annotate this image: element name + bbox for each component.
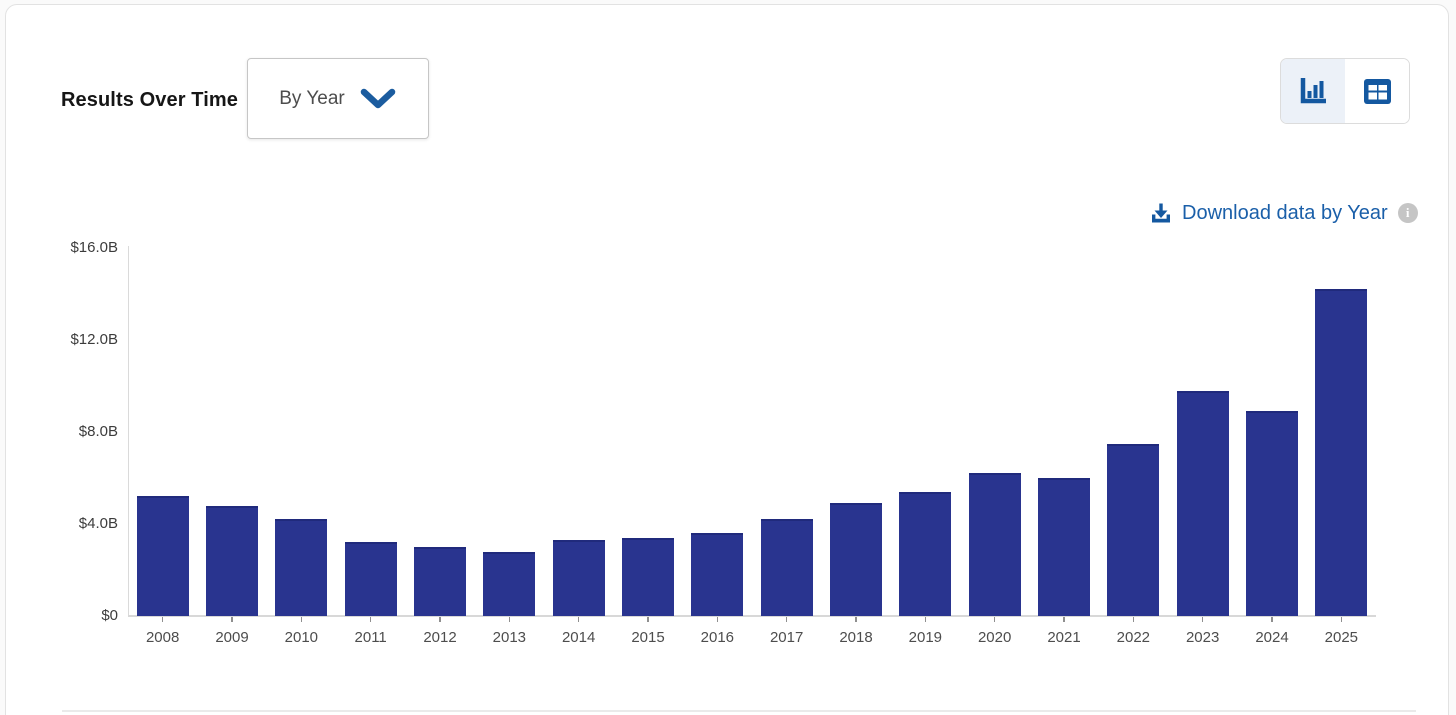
bar-2013[interactable] — [483, 551, 536, 616]
view-toggle-group — [1280, 58, 1410, 124]
table-view-button[interactable] — [1345, 59, 1409, 123]
bar-2019[interactable] — [899, 491, 952, 616]
section-divider — [62, 710, 1416, 712]
chart-view-button[interactable] — [1281, 59, 1345, 123]
bar-2021[interactable] — [1038, 478, 1090, 616]
bar-2011[interactable] — [344, 542, 397, 616]
bar-chart-icon — [1295, 73, 1331, 109]
bar-2020[interactable] — [968, 473, 1021, 616]
bar-2015[interactable] — [622, 537, 674, 616]
page-title: Results Over Time — [61, 89, 238, 111]
bar-2023[interactable] — [1176, 390, 1229, 616]
bar-2016[interactable] — [691, 533, 744, 616]
download-data-label: Download data by Year — [1182, 201, 1388, 224]
bar-2010[interactable] — [275, 519, 328, 616]
bar-2025[interactable] — [1315, 289, 1368, 616]
bar-2014[interactable] — [552, 540, 605, 616]
bar-2012[interactable] — [414, 547, 466, 616]
year-grouping-dropdown-value: By Year — [279, 87, 345, 109]
info-icon[interactable]: i — [1397, 203, 1418, 223]
bar-2017[interactable] — [760, 519, 813, 616]
table-icon — [1359, 73, 1395, 109]
bar-2008[interactable] — [136, 496, 189, 616]
bar-2018[interactable] — [830, 503, 882, 616]
bar-2024[interactable] — [1246, 411, 1298, 616]
download-data-link[interactable]: Download data by Year i — [1149, 195, 1418, 231]
chevron-down-icon — [359, 88, 397, 110]
download-icon — [1149, 201, 1173, 225]
bar-2022[interactable] — [1107, 443, 1160, 616]
year-grouping-dropdown[interactable]: By Year — [247, 58, 429, 139]
bar-2009[interactable] — [206, 505, 258, 616]
